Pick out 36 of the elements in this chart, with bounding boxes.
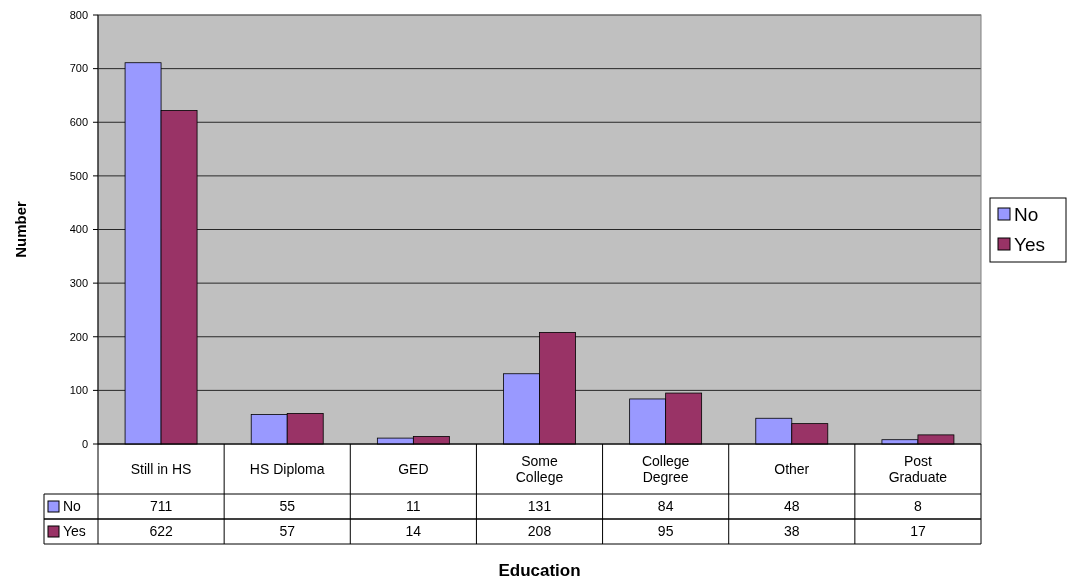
data-label: 48 <box>784 498 800 515</box>
data-label: 17 <box>910 523 926 540</box>
x-tick-label: Still in HS <box>130 460 192 477</box>
y-axis-title: Number <box>12 201 29 258</box>
data-label: 38 <box>784 523 800 540</box>
x-tick-label: HS Diploma <box>249 460 325 477</box>
y-tick-label: 500 <box>69 169 88 182</box>
text: No <box>1014 203 1039 225</box>
y-tick-label: 100 <box>69 384 88 397</box>
y-tick-label: 0 <box>81 437 88 450</box>
y-tick-label: 400 <box>69 223 88 236</box>
y-tick-label: 800 <box>69 8 88 21</box>
x-tick-label: Some College <box>515 452 564 485</box>
legend-label: Yes <box>1014 233 1045 255</box>
data-label: 711 <box>149 498 173 515</box>
data-label: 57 <box>279 523 296 540</box>
data-label: 208 <box>527 523 552 540</box>
x-axis-title: Education <box>498 561 581 580</box>
data-label: 84 <box>657 498 674 515</box>
y-tick-label: 200 <box>69 330 88 343</box>
y-tick-label: 600 <box>69 116 88 129</box>
data-label: 14 <box>405 523 422 540</box>
data-label: 11 <box>406 498 421 515</box>
data-label: 8 <box>914 498 923 515</box>
x-tick-label: Post Graduate <box>888 452 948 485</box>
data-label: 55 <box>279 498 296 515</box>
text: Yes <box>63 523 86 540</box>
y-tick-label: 300 <box>69 276 88 289</box>
data-label: 622 <box>149 523 173 540</box>
data-label: 131 <box>527 498 552 515</box>
y-tick-label: 700 <box>69 62 88 75</box>
x-tick-label: Other <box>774 460 810 477</box>
legend-label: No <box>63 498 82 515</box>
data-label: 95 <box>657 523 674 540</box>
x-tick-label: GED <box>398 460 429 477</box>
x-tick-label: College Degree <box>641 452 690 485</box>
